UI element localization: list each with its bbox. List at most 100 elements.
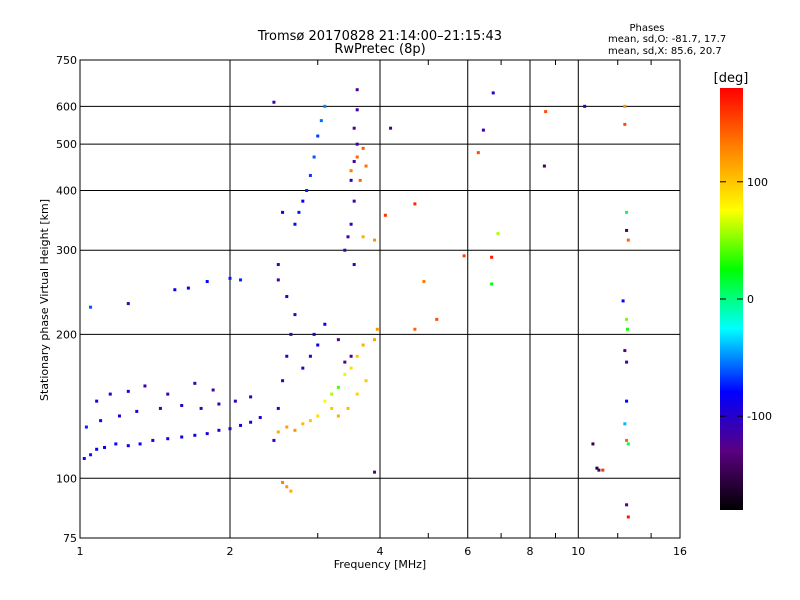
data-point: [173, 288, 177, 292]
data-point: [621, 299, 625, 303]
data-point: [352, 263, 356, 267]
data-point: [289, 489, 293, 493]
data-point: [151, 438, 155, 442]
data-point: [336, 338, 340, 342]
data-point: [82, 456, 86, 460]
data-point: [135, 409, 139, 413]
data-point: [355, 392, 359, 396]
data-point: [316, 343, 320, 347]
data-point: [364, 379, 368, 383]
data-point: [490, 255, 494, 259]
data-point: [158, 406, 162, 410]
data-point: [281, 379, 285, 383]
data-point: [281, 480, 285, 484]
data-point: [355, 88, 359, 92]
data-point: [138, 442, 142, 446]
data-point: [272, 100, 276, 104]
data-point: [330, 392, 334, 396]
data-point: [143, 384, 147, 388]
data-point: [435, 317, 439, 321]
data-point: [249, 420, 253, 424]
colorbar: [720, 88, 743, 510]
data-point: [625, 438, 629, 442]
data-point: [625, 503, 629, 507]
data-point: [312, 155, 316, 159]
colorbar-ticks: 100 0 -100: [720, 176, 772, 423]
data-point: [316, 134, 320, 138]
data-point: [346, 406, 350, 410]
data-point: [323, 399, 327, 403]
data-point: [355, 108, 359, 112]
data-point: [349, 169, 353, 173]
data-point: [349, 178, 353, 182]
data-point: [193, 433, 197, 437]
data-point: [293, 428, 297, 432]
x-tick-label: 8: [527, 545, 534, 558]
data-point: [228, 276, 232, 280]
data-point: [272, 438, 276, 442]
x-tick-label: 6: [464, 545, 471, 558]
grid-lines: [80, 60, 680, 538]
data-point: [355, 354, 359, 358]
data-point: [352, 159, 356, 163]
y-tick-label: 300: [56, 244, 77, 257]
data-point: [490, 282, 494, 286]
data-point: [293, 313, 297, 317]
data-point: [233, 399, 237, 403]
data-point: [413, 202, 417, 206]
data-point: [84, 425, 88, 429]
data-point: [625, 399, 629, 403]
data-point: [343, 360, 347, 364]
colorbar-tick-label: 0: [747, 293, 754, 306]
data-point: [126, 389, 130, 393]
data-point: [361, 343, 365, 347]
data-point: [323, 322, 327, 326]
x-tick-label: 1: [77, 545, 84, 558]
data-point: [625, 317, 629, 321]
data-point: [316, 414, 320, 418]
data-point: [597, 468, 601, 472]
data-point: [364, 164, 368, 168]
data-point: [217, 428, 221, 432]
data-point: [308, 173, 312, 177]
data-point: [193, 381, 197, 385]
data-point: [301, 199, 305, 203]
y-tick-label: 600: [56, 100, 77, 113]
data-point: [336, 385, 340, 389]
data-point: [346, 235, 350, 239]
data-point: [205, 432, 209, 436]
data-point: [89, 305, 93, 309]
data-point: [349, 366, 353, 370]
data-point: [289, 332, 293, 336]
data-point: [413, 327, 417, 331]
data-point: [166, 392, 170, 396]
data-point: [349, 354, 353, 358]
data-point: [349, 222, 353, 226]
stats-heading: Phases: [629, 23, 664, 34]
data-point: [285, 354, 289, 358]
data-point: [343, 248, 347, 252]
x-tick-label: 10: [571, 545, 585, 558]
data-point: [358, 178, 362, 182]
data-point: [623, 422, 627, 426]
data-point: [373, 238, 377, 242]
data-point: [336, 414, 340, 418]
data-point: [239, 423, 243, 427]
data-point: [103, 445, 107, 449]
data-point: [462, 254, 466, 258]
x-axis-label: Frequency [MHz]: [334, 558, 426, 571]
data-point: [481, 128, 485, 132]
data-point: [361, 146, 365, 150]
data-point: [491, 91, 495, 95]
data-point: [186, 286, 190, 290]
data-point: [383, 213, 387, 217]
data-point: [285, 295, 289, 299]
data-point: [301, 422, 305, 426]
data-point: [258, 416, 262, 420]
data-point: [591, 442, 595, 446]
data-point: [276, 406, 280, 410]
data-point: [542, 164, 546, 168]
data-point: [285, 425, 289, 429]
data-point: [126, 444, 130, 448]
data-point: [205, 280, 209, 284]
